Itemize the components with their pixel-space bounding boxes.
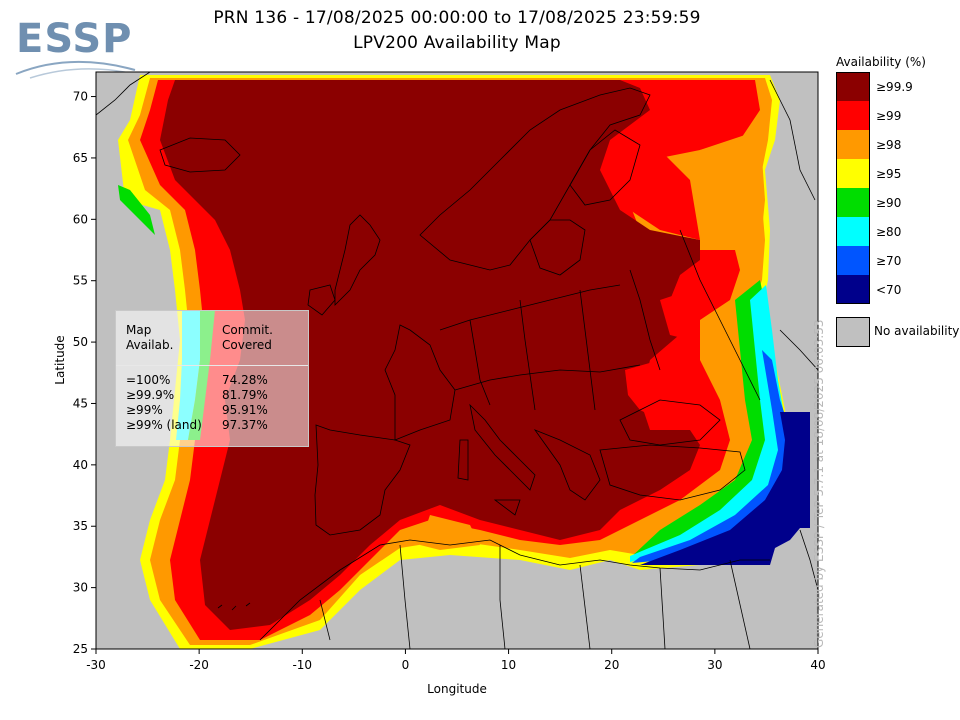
legend-label: ≥70: [876, 254, 902, 268]
no-availability-swatch: [836, 317, 870, 347]
legend-swatch: [836, 101, 870, 130]
x-tick-label: -10: [292, 658, 312, 672]
x-tick-label: 30: [707, 658, 722, 672]
legend-item: ≥99: [836, 101, 956, 130]
stats-row-label: =100%: [126, 373, 171, 387]
patch-ge99-baltic: [660, 290, 700, 340]
map-title-line1: PRN 136 - 17/08/2025 00:00:00 to 17/08/2…: [213, 8, 701, 28]
essp-logo-text: ESSP: [16, 16, 133, 62]
no-availability-label: No availability: [874, 324, 960, 338]
y-tick-label: 60: [73, 212, 88, 226]
stats-row-value: 74.28%: [222, 373, 268, 387]
stats-row-value: 95.91%: [222, 403, 268, 417]
stats-row-label: ≥99%: [126, 403, 163, 417]
stats-col1-header: Map Availab.: [126, 323, 173, 353]
band-ge98-east: [680, 130, 765, 250]
x-tick-label: -20: [189, 658, 209, 672]
legend-item: ≥70: [836, 246, 956, 275]
stats-col1-header-line2: Availab.: [126, 338, 174, 352]
essp-logo: ESSP: [10, 12, 140, 82]
legend-item: ≥99.9: [836, 72, 956, 101]
legend-label: ≥98: [876, 138, 902, 152]
x-axis-ticks: -30 -20 -10 0 10 20 30 40: [86, 649, 826, 672]
stats-row-value: 97.37%: [222, 418, 268, 432]
legend-title: Availability (%): [836, 55, 926, 69]
legend-item: ≥98: [836, 130, 956, 159]
patch-ge99-ukraine: [625, 360, 700, 425]
legend-swatch: [836, 275, 870, 304]
plot-frame: [95, 71, 819, 650]
legend-item: <70: [836, 275, 956, 304]
band-ge70-east: [632, 350, 790, 563]
band-ge99-9: [160, 80, 700, 630]
band-ge80-east: [630, 285, 785, 562]
legend-label: ≥99.9: [876, 80, 913, 94]
x-tick-label: 20: [604, 658, 619, 672]
y-tick-label: 30: [73, 581, 88, 595]
y-tick-label: 40: [73, 458, 88, 472]
y-tick-label: 35: [73, 519, 88, 533]
legend-swatch: [836, 188, 870, 217]
legend-swatch: [836, 217, 870, 246]
band-lt70-east: [640, 412, 810, 565]
legend-swatch: [836, 130, 870, 159]
x-axis-label: Longitude: [427, 682, 487, 696]
stats-col1-header-line1: Map: [126, 323, 152, 337]
legend-label: ≥99: [876, 109, 902, 123]
stats-labels: =100% ≥99.9% ≥99% ≥99% (land): [126, 373, 202, 433]
legend-label: <70: [876, 283, 902, 297]
x-tick-label: 40: [810, 658, 825, 672]
y-tick-label: 45: [73, 396, 88, 410]
stats-row-label: ≥99% (land): [126, 418, 202, 432]
stats-divider: [116, 365, 308, 366]
y-tick-label: 65: [73, 151, 88, 165]
y-tick-label: 55: [73, 274, 88, 288]
x-tick-label: -30: [86, 658, 106, 672]
legend-item: ≥90: [836, 188, 956, 217]
y-tick-label: 70: [73, 90, 88, 104]
legend-label: ≥80: [876, 225, 902, 239]
patch-ge98-africa: [420, 515, 480, 550]
y-tick-label: 50: [73, 335, 88, 349]
legend-item: ≥80: [836, 217, 956, 246]
legend-swatch: [836, 159, 870, 188]
legend-swatch: [836, 72, 870, 101]
coastlines: [96, 72, 818, 649]
patch-ge99-north: [615, 150, 700, 240]
stats-values: 74.28% 81.79% 95.91% 97.37%: [222, 373, 268, 433]
map-title-line2: LPV200 Availability Map: [353, 33, 561, 53]
stats-col2-header-line1: Commit.: [222, 323, 273, 337]
stats-col2-header: Commit. Covered: [222, 323, 273, 353]
x-tick-label: 0: [402, 658, 410, 672]
legend-label: ≥90: [876, 196, 902, 210]
x-tick-label: 10: [501, 658, 516, 672]
band-ge90-west: [118, 185, 155, 235]
legend-swatch: [836, 246, 870, 275]
stats-box: Map Availab. Commit. Covered =100% ≥99.9…: [115, 310, 309, 447]
legend-label: ≥95: [876, 167, 902, 181]
y-axis-ticks: 25 30 35 40 45 50 55 60 65 70: [73, 90, 96, 656]
generated-by-text: Generated by ESSP / TeP 5.7.1 at 18/08/2…: [812, 319, 826, 648]
stats-col2-header-line2: Covered: [222, 338, 272, 352]
y-tick-label: 25: [73, 642, 88, 656]
stats-row-value: 81.79%: [222, 388, 268, 402]
legend-item: ≥95: [836, 159, 956, 188]
y-axis-label: Latitude: [53, 335, 67, 384]
stats-row-label: ≥99.9%: [126, 388, 175, 402]
band-ge90-east: [630, 280, 780, 558]
